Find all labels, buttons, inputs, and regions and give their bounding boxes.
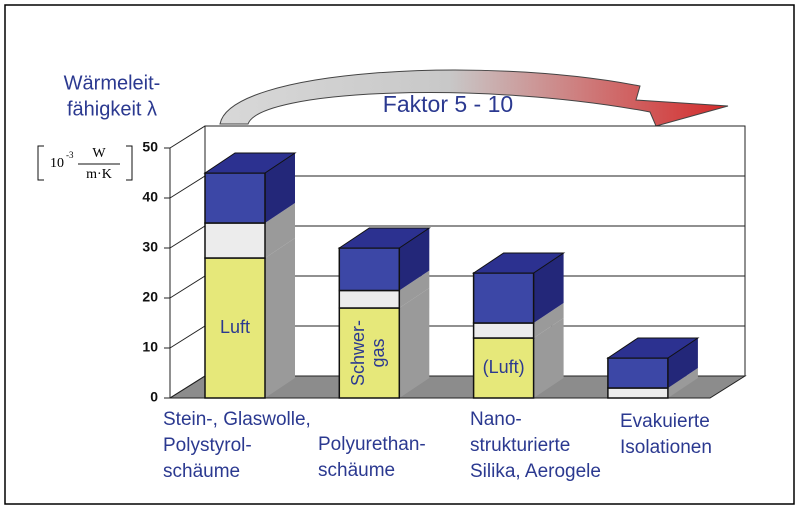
y-tick-label: 50: [142, 139, 158, 155]
bar-side: [399, 270, 430, 308]
bar-segment: [204, 257, 266, 399]
segment-label-line: Schwer-: [348, 320, 368, 386]
bar-segment: [338, 307, 401, 399]
y-tick-label: 0: [150, 389, 158, 405]
y-axis-title: fähigkeit λ: [67, 98, 157, 120]
y-tick-label: 40: [142, 189, 158, 205]
grid-line: [169, 125, 745, 149]
bar-side: [533, 303, 564, 338]
bar-top: [606, 337, 700, 359]
x-tick-label: Polystyrol-: [163, 435, 252, 456]
y-axis-title: Wärmeleit-: [64, 72, 161, 94]
y-tick-label: 30: [142, 239, 158, 255]
unit-base: 10: [50, 156, 64, 171]
bar-side: [533, 318, 564, 398]
bar-top: [471, 252, 566, 274]
bar-side: [399, 228, 430, 291]
x-tick-label: schäume: [163, 461, 240, 482]
bar-top: [203, 152, 297, 174]
x-tick-label: strukturierte: [470, 435, 570, 456]
bar-top: [337, 227, 431, 249]
segment-label-line: gas: [368, 338, 388, 367]
bar-segment: [204, 222, 266, 259]
bar-segment: [472, 337, 535, 399]
bar-segment: [472, 322, 535, 339]
x-tick-label: Isolationen: [620, 437, 712, 458]
bar-side: [265, 203, 295, 258]
unit-exponent: -3: [66, 150, 74, 160]
y-tick-label: 20: [142, 289, 158, 305]
segment-label: (Luft): [483, 357, 525, 377]
x-tick-label: schäume: [318, 460, 395, 481]
bar-side: [533, 253, 564, 323]
y-tick-label: 10: [142, 339, 158, 355]
bar-side: [667, 368, 698, 398]
bar-segment: [338, 289, 401, 309]
bar-segment: [607, 357, 669, 389]
x-tick-label: Silika, Aerogele: [470, 461, 601, 482]
bar-side: [265, 153, 295, 223]
factor-arrow: [219, 69, 729, 127]
annotation: Faktor 5 - 10: [383, 91, 513, 117]
unit-numerator: W: [92, 146, 106, 161]
bar-side: [399, 288, 430, 398]
x-tick-label: Stein-, Glaswolle,: [163, 409, 311, 430]
x-tick-label: Polyurethan-: [318, 434, 426, 455]
bar-side: [265, 238, 295, 398]
x-tick-label: Evakuierte: [620, 411, 710, 432]
unit-denominator: m·K: [86, 167, 112, 182]
x-tick-label: Nano-: [470, 409, 522, 430]
bar-segment: [607, 387, 669, 399]
segment-label: Schwer-gas: [348, 320, 388, 386]
bar-segment: [204, 172, 266, 224]
unit-brackets: [37, 145, 133, 181]
bar-segment: [338, 247, 401, 292]
segment-label: Luft: [220, 317, 250, 337]
bar-segment: [472, 272, 535, 324]
bar-side: [667, 338, 698, 388]
